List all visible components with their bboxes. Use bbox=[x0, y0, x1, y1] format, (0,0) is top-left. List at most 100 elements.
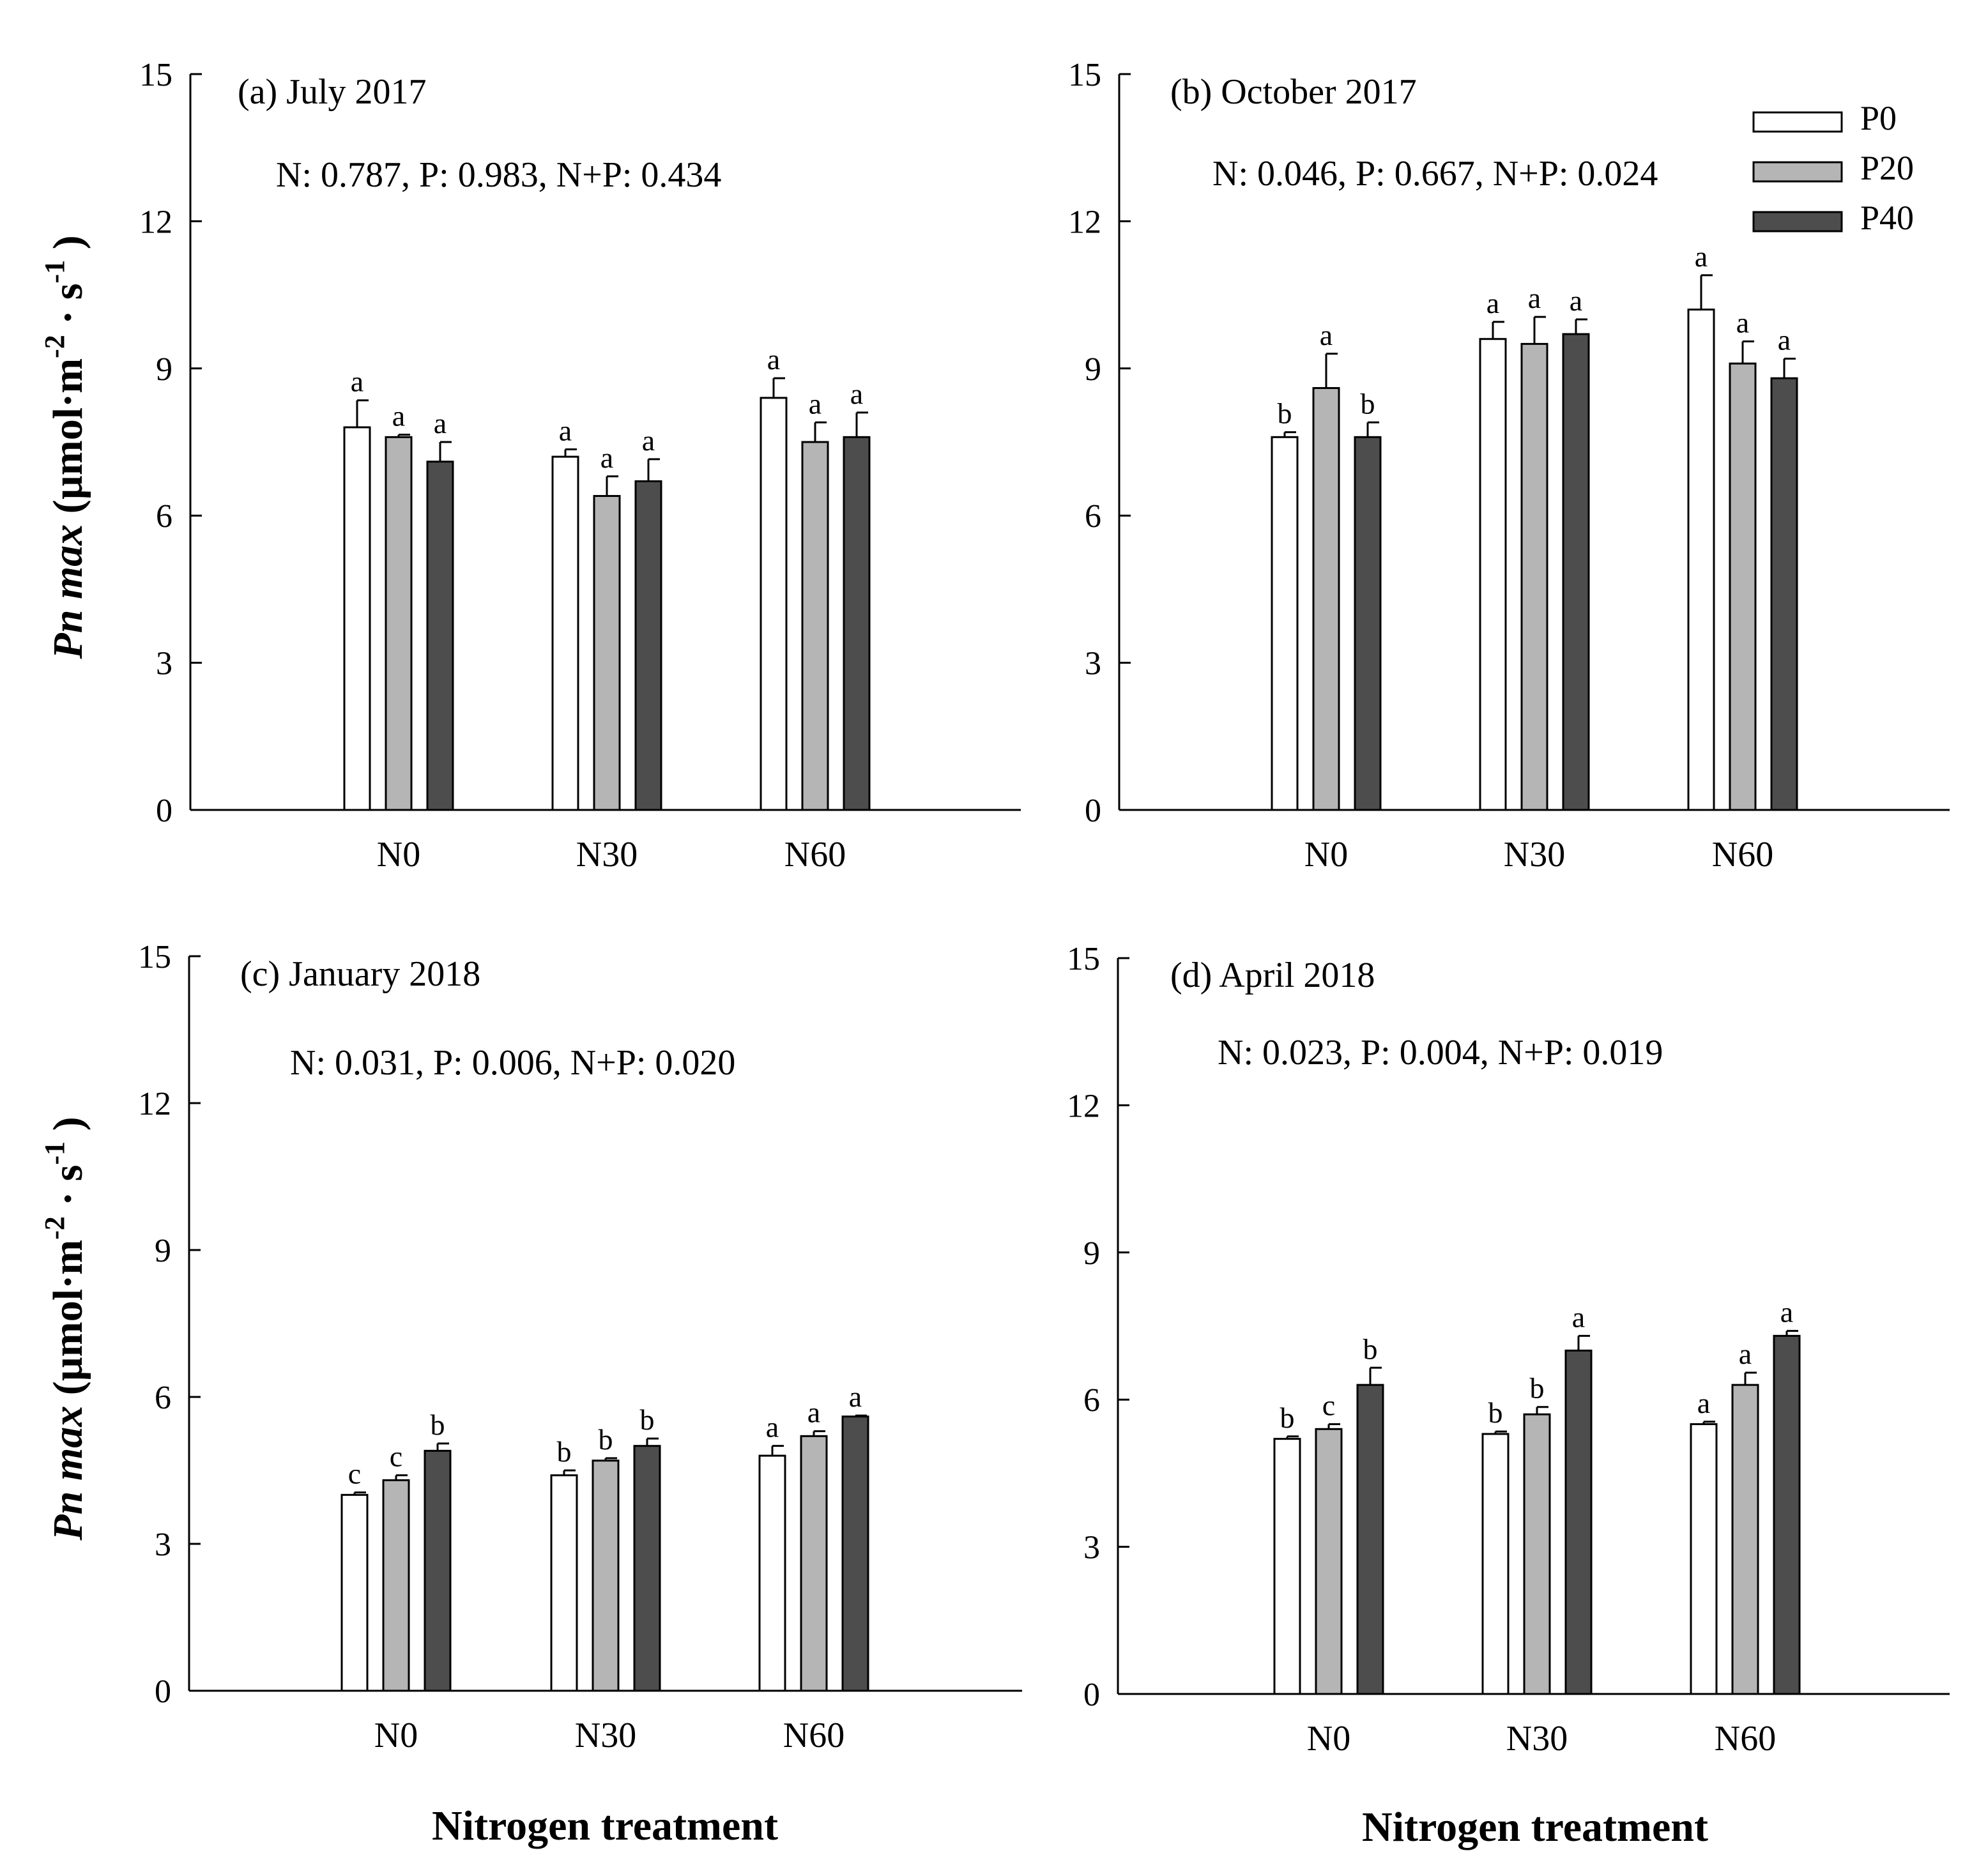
y-tick-label: 12 bbox=[139, 204, 172, 240]
y-tick-label: 15 bbox=[138, 939, 171, 975]
panel-title: (c) January 2018 bbox=[240, 954, 480, 994]
significance-letter: a bbox=[1736, 307, 1749, 339]
bar-p40 bbox=[1356, 1384, 1384, 1695]
panel-stats: N: 0.023, P: 0.004, N+P: 0.019 bbox=[1218, 1033, 1663, 1072]
significance-letter: a bbox=[850, 377, 863, 410]
y-tick-label: 9 bbox=[1083, 1235, 1100, 1272]
chart-panel: 0 3 6 9 12 15 (a) July 2017 N: 0.787, P: 0.983,… bbox=[139, 57, 1021, 874]
bar-p0 bbox=[758, 1454, 786, 1692]
x-axis-title-right: Nitrogen treatment bbox=[1362, 1804, 1708, 1850]
bar-p20 bbox=[800, 1435, 828, 1692]
significance-letter: a bbox=[1320, 319, 1333, 351]
bar-p20 bbox=[1315, 1428, 1343, 1695]
x-tick-label: N30 bbox=[575, 1716, 636, 1755]
bar-p20 bbox=[382, 1479, 410, 1692]
significance-letter: b bbox=[1278, 397, 1292, 430]
bar-p20 bbox=[1729, 362, 1757, 811]
bar-p0 bbox=[760, 397, 788, 811]
y-tick-label: 6 bbox=[156, 498, 172, 535]
bar-p40 bbox=[634, 480, 662, 811]
bar-p0 bbox=[1481, 1433, 1510, 1695]
y-tick-label: 6 bbox=[1085, 498, 1101, 535]
chart-panel: 0 3 6 9 12 15 (c) January 2018 N: 0.031, P: 0.0… bbox=[138, 939, 1022, 1755]
bar-p0 bbox=[1690, 1423, 1718, 1695]
x-tick-label: N30 bbox=[1504, 835, 1565, 874]
legend-label: P40 bbox=[1860, 199, 1914, 237]
significance-letter: a bbox=[351, 365, 363, 398]
panel-stats: N: 0.031, P: 0.006, N+P: 0.020 bbox=[290, 1043, 735, 1083]
bar-p20 bbox=[593, 494, 621, 811]
bar-p40 bbox=[1354, 436, 1382, 811]
significance-letter: a bbox=[1780, 1296, 1793, 1329]
significance-letter: c bbox=[348, 1458, 361, 1490]
significance-letter: a bbox=[392, 399, 405, 432]
y-axis-title-italic: Pn max bbox=[45, 524, 91, 660]
significance-letter: a bbox=[559, 415, 572, 447]
x-tick-label: N0 bbox=[1307, 1719, 1350, 1758]
x-tick-label: N60 bbox=[1712, 835, 1773, 874]
x-axis-title-left: Nitrogen treatment bbox=[432, 1803, 778, 1849]
y-axis-title-mid: · s bbox=[45, 284, 91, 335]
y-axis-title-unit: (µmol·m bbox=[45, 1240, 91, 1406]
y-tick-label: 3 bbox=[155, 1527, 171, 1563]
legend-label: P0 bbox=[1860, 99, 1897, 137]
significance-letter: a bbox=[766, 1411, 779, 1444]
bar-p0 bbox=[1687, 309, 1715, 811]
bar-p40 bbox=[1773, 1334, 1801, 1695]
y-tick-label: 0 bbox=[1085, 793, 1101, 829]
bar-p40 bbox=[1562, 333, 1590, 811]
significance-letter: a bbox=[809, 387, 822, 420]
bar-p40 bbox=[633, 1445, 661, 1692]
legend-swatch-p40 bbox=[1752, 211, 1843, 233]
y-tick-label: 3 bbox=[156, 646, 172, 682]
bar-p0 bbox=[551, 455, 579, 811]
legend: P0 P20 P40 bbox=[1752, 99, 1914, 237]
legend-swatch-p20 bbox=[1752, 161, 1843, 183]
significance-letter: b bbox=[431, 1408, 445, 1441]
significance-letter: b bbox=[599, 1423, 613, 1456]
bar-p0 bbox=[340, 1493, 369, 1692]
x-tick-label: N0 bbox=[377, 835, 420, 874]
bar-p20 bbox=[385, 436, 413, 811]
y-tick-label: 12 bbox=[1068, 204, 1101, 240]
y-tick-label: 3 bbox=[1083, 1530, 1100, 1566]
x-tick-label: N60 bbox=[784, 835, 846, 874]
y-axis-title-sup2: -1 bbox=[39, 1141, 70, 1165]
y-tick-label: 15 bbox=[1067, 941, 1100, 977]
y-axis-title-sup1: -2 bbox=[39, 1216, 70, 1240]
significance-letter: a bbox=[849, 1380, 862, 1413]
bar-p40 bbox=[426, 461, 454, 811]
bar-p0 bbox=[1271, 436, 1299, 811]
bar-p40 bbox=[843, 436, 871, 811]
bar-p20 bbox=[1520, 342, 1548, 811]
significance-letter: a bbox=[1570, 284, 1582, 317]
bar-p40 bbox=[841, 1415, 869, 1692]
bar-p20 bbox=[592, 1460, 620, 1692]
y-tick-label: 9 bbox=[155, 1233, 171, 1269]
bar-p40 bbox=[424, 1449, 452, 1692]
panels: 0 3 6 9 12 15 (a) July 2017 N: 0.787, P: 0.983,… bbox=[138, 57, 1950, 1758]
y-axis-title-sup2: -1 bbox=[39, 260, 70, 284]
panel-stats: N: 0.046, P: 0.667, N+P: 0.024 bbox=[1212, 154, 1658, 194]
x-tick-label: N30 bbox=[1506, 1719, 1568, 1758]
y-axis-title-bottom: Pn max (µmol·m-2 · s-1 ) bbox=[39, 1117, 91, 1541]
chart-panel: 0 3 6 9 12 15 (b) October 2017 N: 0.046, P: 0.6… bbox=[1068, 57, 1950, 874]
significance-letter: b bbox=[1488, 1396, 1503, 1429]
significance-letter: a bbox=[1528, 282, 1541, 314]
significance-letter: b bbox=[1361, 387, 1375, 420]
y-axis-title-unit: (µmol·m bbox=[45, 358, 91, 524]
y-axis-title-top: Pn max (µmol·m-2 · s-1 ) bbox=[39, 235, 91, 659]
significance-letter: a bbox=[600, 441, 613, 474]
x-tick-label: N0 bbox=[374, 1716, 418, 1755]
significance-letter: b bbox=[640, 1403, 655, 1436]
y-tick-label: 12 bbox=[1067, 1088, 1100, 1124]
significance-letter: a bbox=[434, 407, 447, 439]
y-tick-label: 6 bbox=[1083, 1382, 1100, 1419]
legend-label: P20 bbox=[1860, 149, 1914, 187]
bar-p40 bbox=[1770, 377, 1798, 811]
bar-p20 bbox=[1731, 1384, 1759, 1695]
significance-letter: a bbox=[1778, 323, 1791, 356]
y-axis-title-sup1: -2 bbox=[39, 335, 70, 358]
bar-p20 bbox=[1523, 1413, 1551, 1695]
significance-letter: a bbox=[1697, 1387, 1710, 1419]
